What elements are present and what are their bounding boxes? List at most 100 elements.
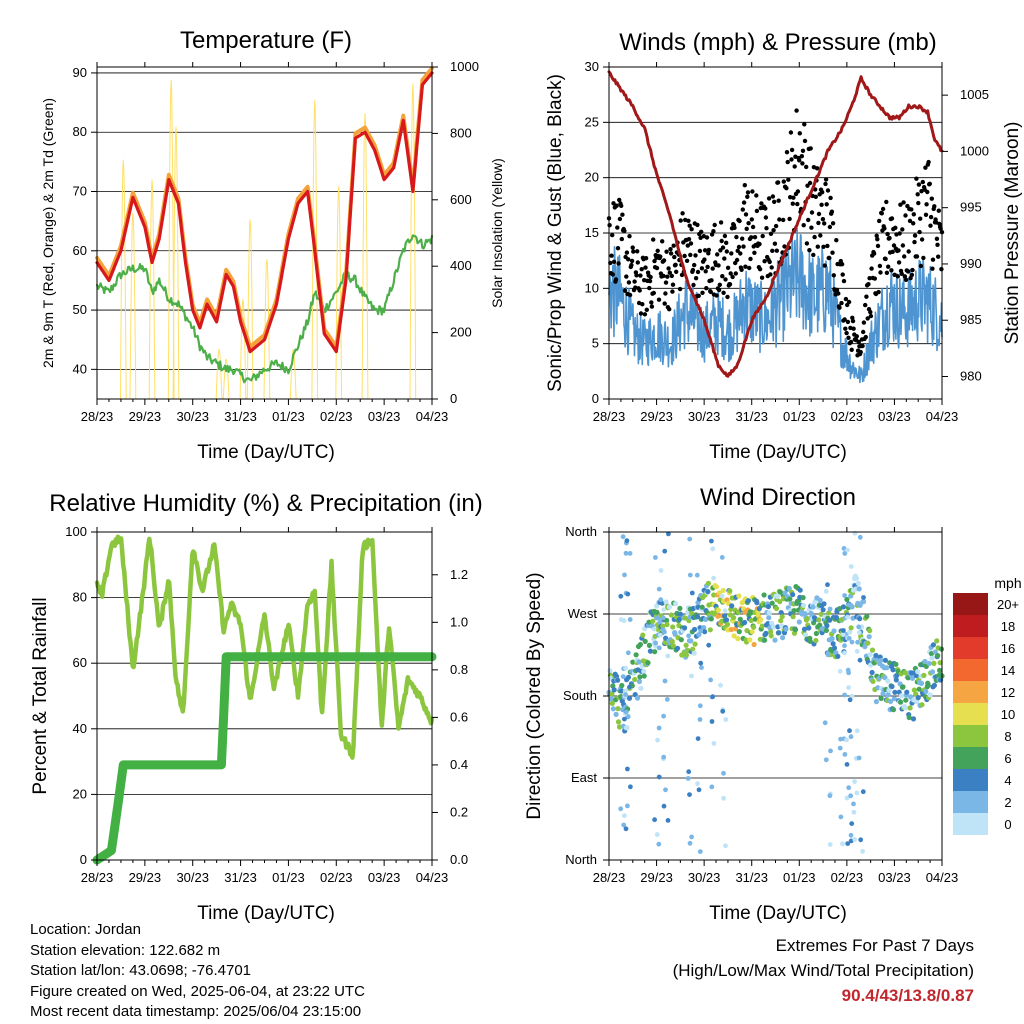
- gust-point: [690, 267, 696, 273]
- gust-point: [719, 238, 724, 244]
- direction-point: [658, 597, 664, 603]
- winds-xtick-label: 30/23: [688, 409, 721, 424]
- gust-point: [813, 194, 818, 199]
- direction-point: [909, 675, 916, 681]
- gust-point: [792, 164, 797, 169]
- direction-point: [711, 575, 716, 581]
- direction-point: [652, 817, 657, 823]
- temperature-panel: Temperature (F) 28/23 29/23 30/23 31/23 01/2…: [40, 27, 505, 463]
- gust-point: [902, 254, 907, 259]
- gust-point: [639, 267, 644, 272]
- direction-point: [711, 592, 717, 598]
- gust-point: [887, 235, 892, 241]
- gust-point: [879, 211, 884, 216]
- gust-point: [715, 252, 720, 257]
- gust-point: [771, 228, 776, 233]
- direction-series: [606, 530, 945, 854]
- gust-point: [830, 250, 835, 255]
- direction-point: [610, 706, 616, 712]
- gust-point: [622, 288, 628, 293]
- direction-point: [686, 633, 691, 639]
- gust-point: [611, 259, 617, 264]
- gust-point: [656, 297, 662, 302]
- direction-point: [621, 618, 627, 624]
- direction-point: [878, 695, 884, 702]
- direction-point: [637, 641, 644, 648]
- direction-point: [779, 614, 785, 620]
- gust-point: [637, 288, 642, 293]
- gust-point: [801, 223, 806, 228]
- direction-point: [847, 629, 853, 635]
- direction-point: [665, 818, 671, 823]
- gust-point: [752, 235, 758, 240]
- gust-point: [739, 267, 744, 272]
- direction-point: [827, 793, 833, 799]
- direction-point: [891, 696, 898, 702]
- direction-xtick-label: 29/23: [640, 870, 673, 885]
- direction-point: [759, 623, 765, 629]
- direction-point: [655, 737, 660, 743]
- direction-point: [771, 624, 777, 630]
- direction-point: [715, 607, 722, 613]
- gust-point: [708, 289, 713, 295]
- gust-point: [725, 265, 731, 270]
- direction-point: [696, 787, 702, 793]
- direction-point: [907, 705, 913, 711]
- gust-point: [790, 201, 795, 206]
- gust-point: [772, 199, 777, 204]
- winds-ytick-label: 0: [592, 391, 599, 406]
- solar-insolation-peak: [289, 348, 297, 400]
- direction-point: [664, 617, 670, 624]
- gust-point: [902, 274, 908, 279]
- gust-point: [925, 189, 930, 195]
- winds-title: Winds (mph) & Pressure (mb): [619, 29, 936, 56]
- gust-point: [921, 255, 926, 261]
- direction-xtick-label: 04/23: [926, 870, 959, 885]
- winds-xtick-label: 29/23: [640, 409, 673, 424]
- gust-point: [819, 202, 824, 207]
- direction-point: [661, 754, 667, 760]
- direction-point: [689, 673, 694, 679]
- colorbar-label: 20+: [997, 597, 1019, 612]
- gust-point: [895, 274, 900, 279]
- gust-point: [736, 244, 742, 250]
- direction-point: [823, 588, 829, 594]
- solar-insolation-peak: [215, 348, 223, 400]
- direction-point: [806, 625, 812, 631]
- direction-point: [913, 672, 919, 679]
- direction-point: [645, 660, 651, 666]
- gust-point: [722, 233, 728, 239]
- gust-point: [874, 233, 879, 238]
- direction-point: [931, 660, 937, 667]
- gust-point: [916, 200, 921, 206]
- gust-point: [717, 282, 722, 287]
- gust-point: [854, 334, 859, 339]
- gust-point: [814, 166, 820, 171]
- gust-point: [788, 130, 794, 135]
- direction-point: [689, 834, 694, 840]
- direction-point: [790, 592, 796, 598]
- gust-point: [849, 347, 854, 352]
- temperature-y2tick-label: 600: [450, 192, 472, 207]
- direction-panel: Wind Direction 28/23 29/23 30/23 31/23 01/23…: [524, 484, 1022, 924]
- direction-point: [869, 647, 876, 653]
- humidity-y2tick-label: 0.2: [450, 804, 468, 819]
- direction-point: [640, 632, 646, 638]
- gust-point: [901, 200, 906, 205]
- gust-point: [900, 227, 905, 232]
- winds-xtick-label: 03/23: [878, 409, 911, 424]
- direction-point: [636, 678, 643, 685]
- direction-point: [682, 615, 688, 621]
- gust-point: [740, 207, 745, 212]
- humidity-xtick-label: 03/23: [368, 870, 401, 885]
- direction-point: [709, 784, 715, 790]
- direction-point: [623, 826, 629, 832]
- direction-point: [666, 531, 671, 537]
- gust-point: [876, 289, 881, 295]
- gust-point: [889, 268, 894, 273]
- gust-point: [624, 250, 630, 255]
- gust-point: [705, 264, 710, 270]
- gust-point: [914, 254, 920, 259]
- gust-point: [897, 231, 902, 236]
- gust-point: [692, 262, 697, 268]
